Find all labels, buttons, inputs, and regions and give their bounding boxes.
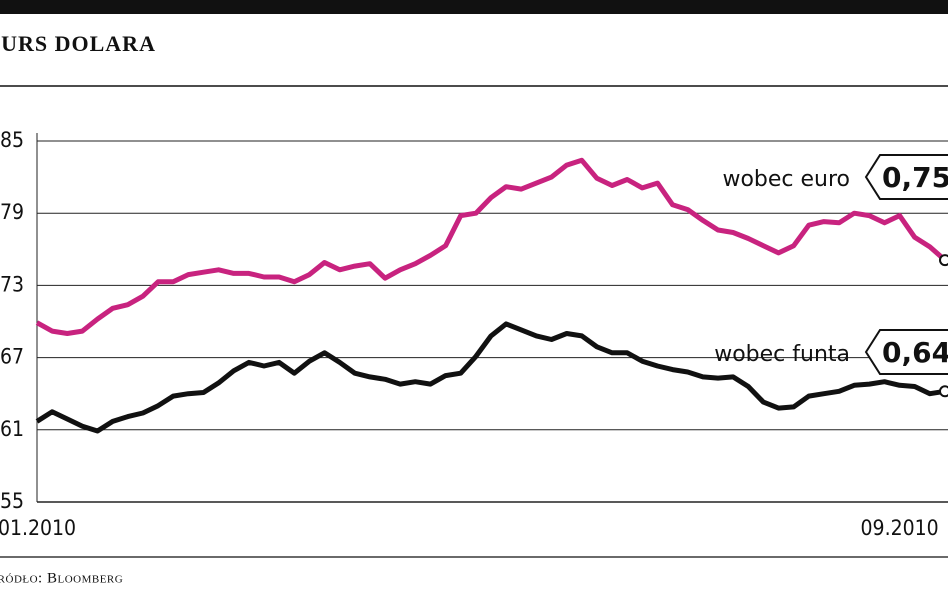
x-tick-label: 09.2010	[861, 516, 939, 540]
y-tick-label: 0,55	[0, 489, 24, 513]
source: Źródło: Bloomberg	[0, 569, 123, 586]
y-tick-label: 0,85	[0, 128, 24, 152]
end-value-label: 0,64	[882, 336, 948, 369]
series-line	[35, 321, 946, 434]
label-box	[864, 154, 948, 200]
y-tick-label: 0,79	[0, 200, 24, 224]
end-value-label: 0,75	[882, 161, 948, 194]
legend-label: wobec euro	[722, 167, 850, 192]
y-tick-label: 0,67	[0, 345, 24, 369]
label-box	[864, 329, 948, 375]
end-point	[939, 254, 948, 267]
y-tick-label: 0,73	[0, 272, 24, 296]
y-tick-label: 0,61	[0, 417, 24, 441]
chart-title: KURS DOLARA	[0, 31, 156, 56]
end-point	[939, 385, 948, 398]
legend-label: wobec funta	[714, 342, 850, 367]
series-line	[35, 157, 947, 336]
x-tick-label: 01.2010	[0, 516, 76, 540]
top-bar	[0, 0, 948, 14]
